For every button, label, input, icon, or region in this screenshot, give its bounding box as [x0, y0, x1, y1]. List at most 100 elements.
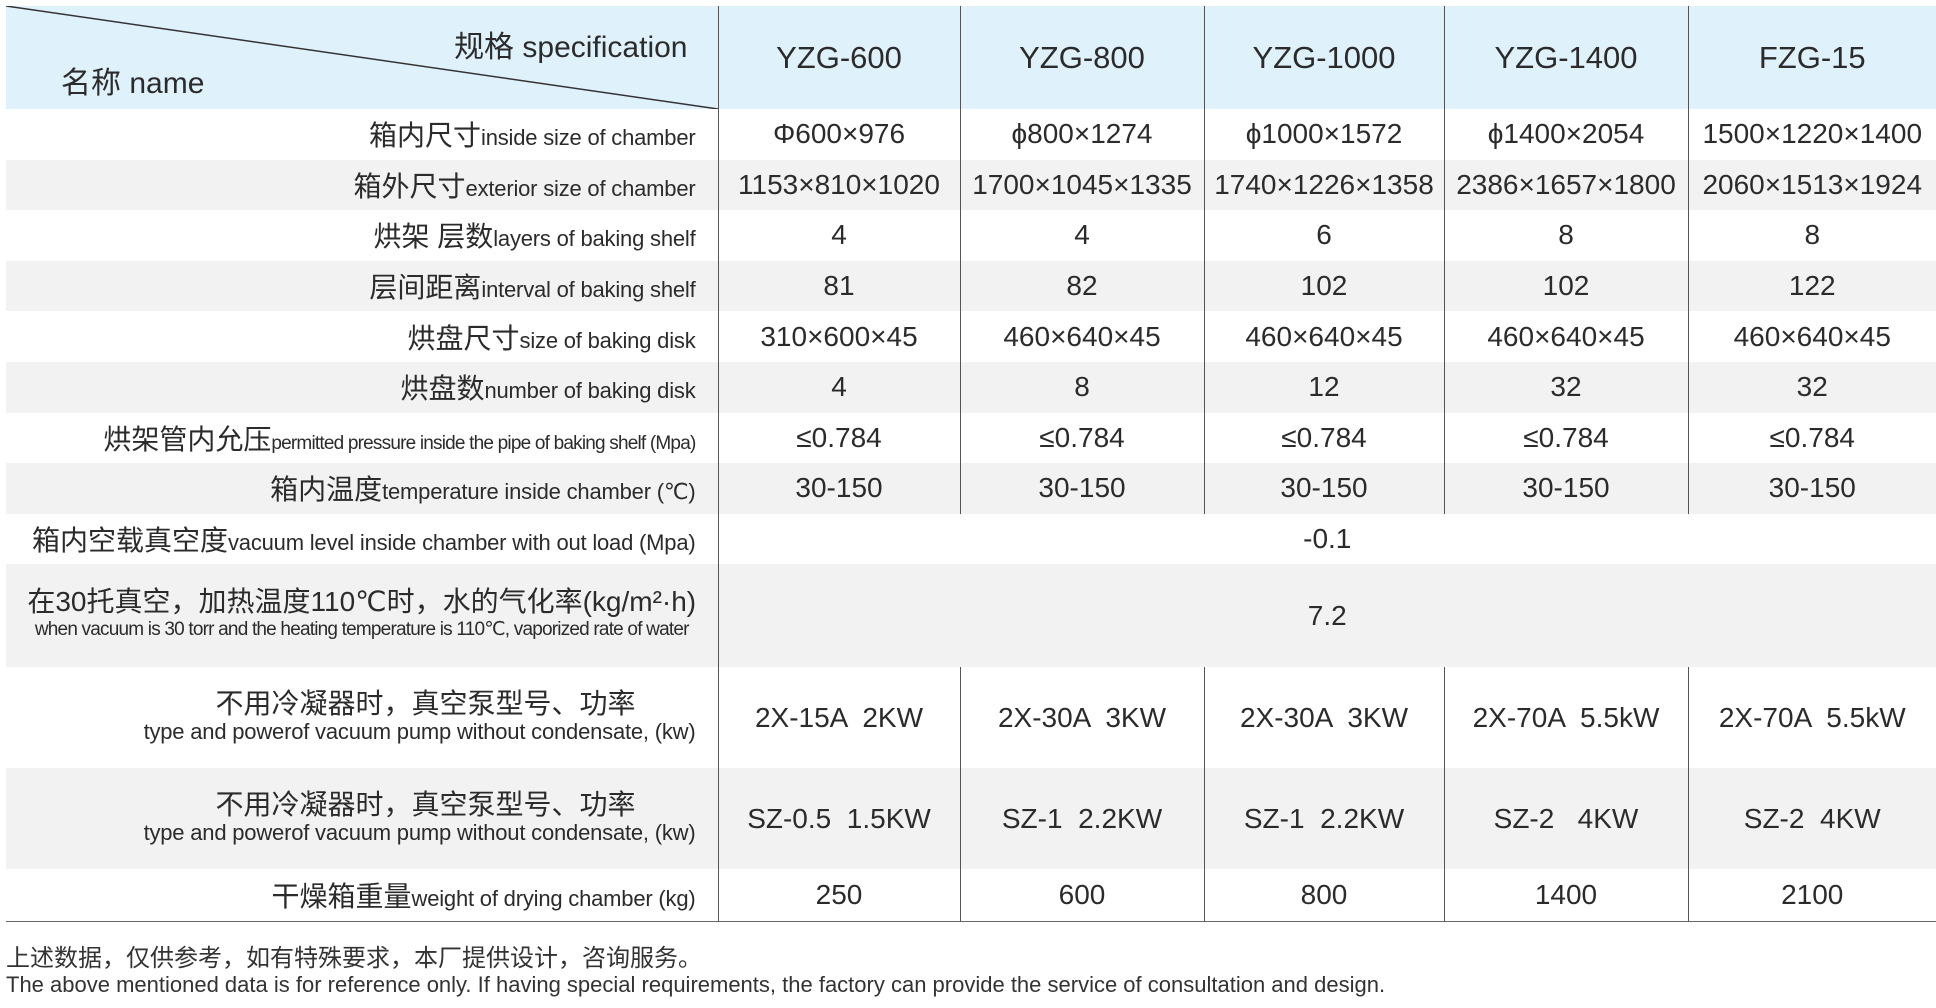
table-cell: 460×640×45	[1443, 311, 1688, 362]
vapor-row: 在30托真空，加热温度110℃时，水的气化率(kg/m²·h) when vacu…	[6, 564, 1936, 668]
row-label-cn: 箱内尺寸	[369, 120, 482, 152]
table-cell: 102	[1443, 260, 1688, 312]
table-cell: 250	[717, 869, 960, 923]
table-cell: 30-150	[1203, 463, 1444, 514]
table-cell: 32	[1443, 361, 1688, 413]
row-label: 烘架管内允压permitted pressure inside the pipe…	[6, 413, 718, 464]
row-label-cn: 箱外尺寸	[353, 170, 466, 202]
table-row: 烘盘数number of baking disk 4 8 12 32 32	[6, 361, 1936, 413]
table-cell: 460×640×45	[1687, 311, 1936, 362]
table-cell: 600	[959, 869, 1204, 923]
table-cell: ϕ1400×2054	[1443, 109, 1688, 160]
model-header: YZG-600	[717, 6, 960, 109]
row-label-en: permitted pressure inside the pipe of ba…	[271, 432, 696, 454]
row-label: 箱内空载真空度vacuum level inside chamber with …	[6, 514, 718, 565]
table-cell: 4	[717, 210, 960, 261]
table-cell: 800	[1203, 869, 1444, 923]
table-row: 箱内温度temperature inside chamber (℃) 30-150…	[6, 463, 1936, 514]
row-label: 箱外尺寸exterior size of chamber	[6, 159, 718, 211]
table-cell: SZ-0.5 1.5KW	[717, 768, 960, 870]
table-cell: 6	[1203, 210, 1444, 261]
table-cell: 30-150	[1687, 463, 1936, 514]
table-cell: ≤0.784	[1443, 412, 1688, 464]
table-cell: SZ-2 4KW	[1687, 768, 1936, 870]
table-cell: 2060×1513×1924	[1687, 159, 1936, 211]
row-label-cn: 烘架管内允压	[103, 423, 272, 455]
table-cell: 1153×810×1020	[717, 159, 960, 211]
spec-label: 规格 specification	[454, 31, 688, 64]
table-cell: 1740×1226×1358	[1203, 159, 1444, 211]
table-cell: 2X-30A 3KW	[1203, 667, 1444, 769]
table-cell: 8	[1443, 210, 1688, 261]
merged-cell: 7.2	[717, 564, 1936, 668]
row-label-cn: 不用冷凝器时，真空泵型号、功率	[215, 687, 636, 719]
table-cell: SZ-1 2.2KW	[1203, 768, 1444, 870]
table-cell: 30-150	[1443, 463, 1688, 514]
table-cell: ≤0.784	[1687, 412, 1936, 464]
row-label-en: inside size of chamber	[481, 125, 696, 151]
table-cell: 2X-15A 2KW	[717, 667, 960, 769]
row-label-en: size of baking disk	[519, 327, 696, 353]
table-cell: 1500×1220×1400	[1687, 109, 1936, 160]
table-cell: 4	[959, 210, 1204, 261]
table-row: 烘盘尺寸size of baking disk 310×600×45 460×640…	[6, 311, 1936, 362]
row-label-cn: 层间距离	[369, 272, 482, 304]
model-header: YZG-1000	[1203, 6, 1444, 109]
row-label-en: layers of baking shelf	[493, 226, 696, 252]
table-row: 箱外尺寸exterior size of chamber 1153×810×102…	[6, 159, 1936, 211]
row-label: 干燥箱重量weight of drying chamber (kg)	[6, 869, 718, 923]
row-label-cn: 干燥箱重量	[271, 881, 412, 913]
table-cell: 460×640×45	[1203, 311, 1444, 362]
table-cell: Φ600×976	[717, 109, 960, 160]
row-label: 烘架 层数layers of baking shelf	[6, 210, 718, 261]
table-cell: 2X-70A 5.5kW	[1443, 667, 1688, 769]
table-cell: ≤0.784	[1203, 412, 1444, 464]
table-cell: 2X-70A 5.5kW	[1687, 667, 1936, 769]
pump-row: 不用冷凝器时，真空泵型号、功率 type and powerof vacuum p…	[6, 768, 1936, 870]
table-cell: ≤0.784	[959, 412, 1204, 464]
table-cell: 81	[717, 260, 960, 312]
model-header: FZG-15	[1687, 6, 1936, 109]
table-cell: 2X-30A 3KW	[959, 667, 1204, 769]
row-label-cn: 在30托真空，加热温度110℃时，水的气化率(kg/m²·h)	[27, 585, 697, 617]
row-label-en: vacuum level inside chamber with out loa…	[228, 530, 696, 556]
model-header: YZG-800	[959, 6, 1204, 109]
header-row: 规格 specification 名称 name YZG-600 YZG-800…	[6, 6, 1936, 109]
table-cell: 8	[959, 361, 1204, 413]
name-label: 名称 name	[61, 67, 205, 100]
row-label: 烘盘数number of baking disk	[6, 361, 718, 413]
weight-row: 干燥箱重量weight of drying chamber (kg) 250 600…	[6, 869, 1936, 923]
table-cell: 2386×1657×1800	[1443, 159, 1688, 211]
table-cell: 310×600×45	[717, 311, 960, 362]
diagonal-header-cell: 规格 specification 名称 name	[6, 6, 718, 109]
table-cell: 102	[1203, 260, 1444, 312]
row-label: 层间距离interval of baking shelf	[6, 260, 718, 312]
row-label-en: type and powerof vacuum pump without con…	[143, 819, 696, 845]
spec-table: 规格 specification 名称 name YZG-600 YZG-800…	[6, 6, 1936, 923]
table-cell: SZ-1 2.2KW	[959, 768, 1204, 870]
row-label-en: temperature inside chamber (℃)	[382, 479, 696, 505]
row-label-cn: 箱内温度	[270, 474, 383, 506]
table-cell: 2100	[1687, 869, 1936, 923]
table-cell: 30-150	[717, 463, 960, 514]
vacuum-row: 箱内空载真空度vacuum level inside chamber with …	[6, 513, 1936, 565]
table-row: 层间距离interval of baking shelf 81 82 102 102 12…	[6, 260, 1936, 312]
row-label-cn: 不用冷凝器时，真空泵型号、功率	[215, 788, 636, 820]
row-label-en: weight of drying chamber (kg)	[411, 886, 696, 912]
row-label-cn: 烘盘数	[400, 373, 485, 405]
row-label: 不用冷凝器时，真空泵型号、功率 type and powerof vacuum p…	[6, 667, 718, 768]
table-cell: 1400	[1443, 869, 1688, 923]
table-cell: 4	[717, 361, 960, 413]
row-label-cn: 烘盘尺寸	[407, 322, 520, 354]
merged-cell: -0.1	[717, 513, 1936, 565]
table-cell: SZ-2 4KW	[1443, 768, 1688, 870]
row-label: 不用冷凝器时，真空泵型号、功率 type and powerof vacuum p…	[6, 768, 718, 870]
table-cell: 12	[1203, 361, 1444, 413]
row-label-cn: 箱内空载真空度	[31, 525, 228, 557]
pump-row: 不用冷凝器时，真空泵型号、功率 type and powerof vacuum p…	[6, 667, 1936, 769]
table-cell: 30-150	[959, 463, 1204, 514]
row-label: 在30托真空，加热温度110℃时，水的气化率(kg/m²·h) when vacu…	[6, 564, 718, 668]
row-label-en: exterior size of chamber	[465, 175, 696, 201]
diagonal-line	[6, 6, 718, 109]
footer-note-cn: 上述数据，仅供参考，如有特殊要求，本厂提供设计，咨询服务。	[6, 945, 702, 972]
